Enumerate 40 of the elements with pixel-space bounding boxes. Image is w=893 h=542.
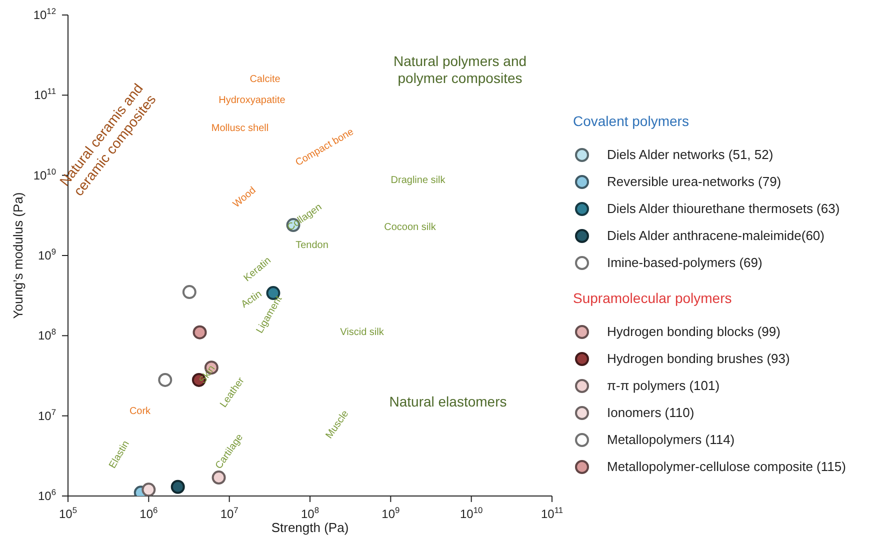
x-tick-label: 10$^{11}$ bbox=[540, 505, 564, 521]
y-tick-label: 10$^{9}$ bbox=[38, 246, 56, 262]
legend-label: Ionomers (110) bbox=[607, 405, 694, 420]
legend-label: Metallopolymers (114) bbox=[607, 432, 735, 447]
annotation: Mollusc shell bbox=[211, 123, 269, 135]
annotation: Dragline silk bbox=[390, 175, 446, 187]
annotation: Natural elastomers bbox=[389, 394, 507, 410]
legend-label: Diels Alder networks (51, 52) bbox=[607, 147, 774, 162]
x-tick-label: 10$^{8}$ bbox=[300, 505, 320, 521]
annotation: Hydroxyapatite bbox=[218, 95, 286, 107]
annotation: Natural polymers and polymer composites bbox=[392, 53, 528, 87]
y-tick-label: 10$^{7}$ bbox=[38, 406, 56, 423]
text: Covalent polymers bbox=[573, 113, 690, 129]
legend-label: Diels Alder thiourethane thermosets (63) bbox=[607, 201, 840, 216]
x-tick-label: 10$^{10}$ bbox=[460, 505, 484, 521]
annotation: Viscid silk bbox=[340, 327, 384, 339]
text: Supramolecular polymers bbox=[573, 290, 733, 306]
legend-label: Hydrogen bonding brushes (93) bbox=[607, 351, 790, 366]
legend-label: Metallopolymer-cellulose composite (115) bbox=[607, 459, 846, 474]
legend-label: Hydrogen bonding blocks (99) bbox=[607, 324, 780, 339]
annotation: Calcite bbox=[250, 74, 280, 86]
x-tick-label: 10$^{5}$ bbox=[58, 505, 78, 521]
y-tick-label: 10$^{12}$ bbox=[33, 6, 56, 22]
y-tick-label: 10$^{6}$ bbox=[38, 487, 56, 503]
annotation: Cocoon silk bbox=[384, 222, 436, 234]
x-tick-label: 10$^{7}$ bbox=[220, 505, 239, 521]
legend-label: Diels Alder anthracene-maleimide(60) bbox=[607, 228, 824, 243]
x-tick-label: 10$^{9}$ bbox=[382, 505, 400, 521]
legend-label: Imine-based-polymers (69) bbox=[607, 255, 762, 270]
x-tick-label: 10$^{6}$ bbox=[140, 505, 158, 521]
annotation: Skin bbox=[198, 364, 218, 386]
legend-label: π-π polymers (101) bbox=[607, 378, 720, 393]
y-tick-label: 10$^{10}$ bbox=[33, 166, 56, 182]
x-axis-title: Strength (Pa) bbox=[271, 520, 349, 535]
y-tick-label: 10$^{8}$ bbox=[38, 326, 56, 343]
legend-label: Reversible urea-networks (79) bbox=[607, 174, 782, 189]
annotation: Cork bbox=[129, 406, 151, 418]
y-tick-label: 10$^{11}$ bbox=[34, 86, 56, 102]
y-axis-title: Young’s modulus (Pa) bbox=[10, 192, 26, 319]
annotation: Tendon bbox=[296, 240, 328, 252]
